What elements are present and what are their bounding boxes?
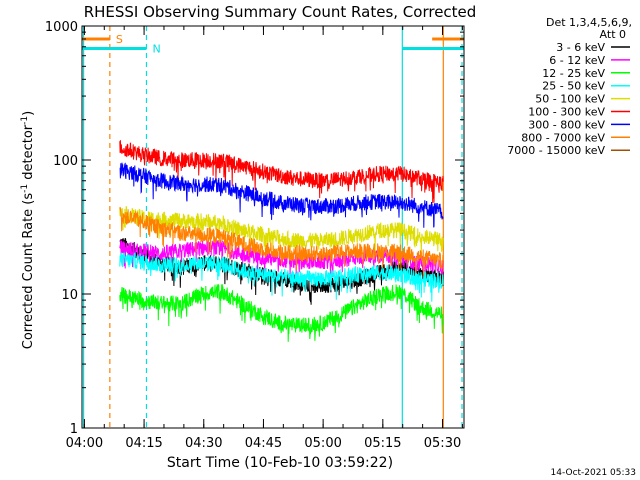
y-axis-label: Corrected Count Rate (s-1 detector-1) — [20, 111, 36, 349]
legend-header-line-2: Att 0 — [600, 28, 626, 41]
x-tick-label: 04:00 — [66, 436, 103, 451]
legend-label: 12 - 25 keV — [542, 67, 605, 80]
legend-label: 800 - 7000 keV — [521, 131, 605, 144]
annotation-label-1: N — [152, 42, 160, 55]
x-tick-label: 04:15 — [125, 436, 162, 451]
legend-label: 3 - 6 keV — [556, 41, 605, 54]
series-line-2 — [119, 283, 444, 342]
series-line-7 — [119, 206, 444, 277]
x-tick-label: 05:00 — [304, 436, 341, 451]
y-tick-label: 10 — [61, 288, 78, 303]
legend-label: 25 - 50 keV — [542, 80, 605, 93]
y-tick-label: 1000 — [45, 20, 78, 35]
y-tick-label: 1 — [70, 422, 78, 437]
legend-header-line-1: Det 1,3,4,5,6,9, — [546, 16, 632, 29]
annotation-label-0: S — [116, 33, 123, 46]
x-tick-label: 04:45 — [245, 436, 282, 451]
x-tick-label: 05:30 — [424, 436, 461, 451]
legend-label: 100 - 300 keV — [528, 106, 605, 119]
series-line-6 — [119, 162, 444, 228]
x-tick-label: 04:30 — [185, 436, 222, 451]
x-tick-label: 05:15 — [364, 436, 401, 451]
timestamp: 14-Oct-2021 05:33 — [551, 468, 636, 478]
axes-frame — [81, 25, 465, 429]
y-tick-label: 100 — [53, 154, 78, 169]
mode-annotations: SN — [82, 33, 464, 55]
series-lines — [119, 140, 444, 342]
legend-label: 6 - 12 keV — [549, 54, 605, 67]
series-line-4 — [119, 206, 444, 259]
series-line-3 — [119, 252, 444, 302]
legend-label: 50 - 100 keV — [535, 93, 605, 106]
axes: 1 10 100 1000 04:00 04:15 04:30 04:45 05:00 05:15… — [45, 20, 465, 451]
x-axis-label: Start Time (10-Feb-10 03:59:22) — [167, 455, 393, 471]
legend-label: 7000 - 15000 keV — [507, 144, 605, 157]
chart-title: RHESSI Observing Summary Count Rates, Co… — [84, 3, 477, 21]
legend-label: 300 - 800 keV — [528, 118, 605, 131]
series-line-5 — [119, 140, 444, 204]
